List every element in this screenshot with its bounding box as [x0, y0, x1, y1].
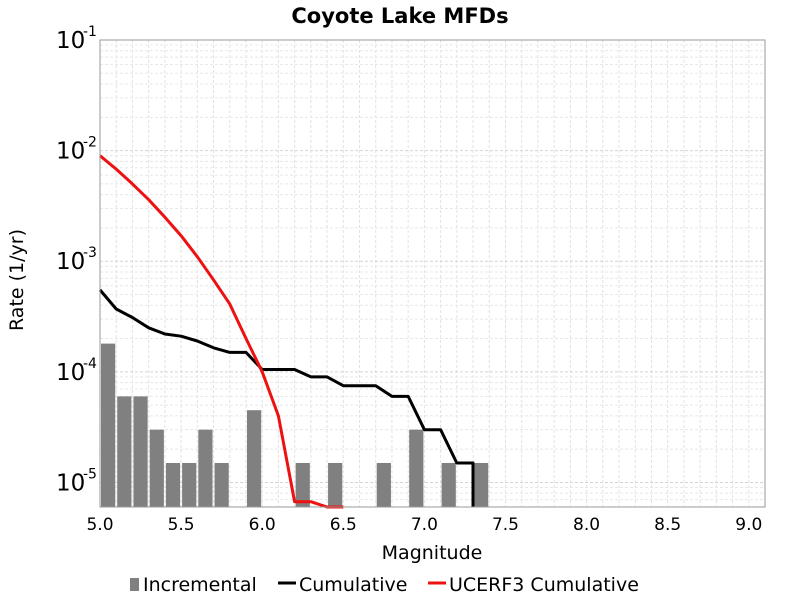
incremental-bar	[409, 429, 424, 507]
series-lines	[98, 154, 475, 509]
incremental-bar	[376, 462, 391, 507]
y-axis-label: Rate (1/yr)	[6, 229, 28, 331]
incremental-bar	[295, 462, 310, 507]
y-tick-label: 10-1	[56, 24, 97, 54]
y-tick-exponent: -4	[83, 356, 97, 372]
grid	[99, 40, 765, 508]
plot-border	[99, 39, 766, 508]
y-tick-base: 10	[56, 28, 85, 54]
incremental-bar	[246, 410, 262, 507]
legend-swatch-bar	[130, 578, 139, 591]
x-tick-label: 6.0	[249, 515, 276, 535]
incremental-bar	[101, 343, 116, 507]
x-tick-label: 7.0	[411, 515, 438, 535]
legend-item: Cumulative	[278, 574, 407, 596]
plot-frame	[99, 39, 766, 508]
x-axis-ticks: 5.0 5.5 6.0 6.5 7.0 7.5 8.0 8.5 9.0	[86, 515, 762, 535]
y-tick-exponent: -3	[83, 245, 97, 261]
x-tick-label: 8.0	[573, 515, 600, 535]
incremental-bar	[117, 396, 132, 507]
y-axis-ticks: 10-110-210-310-410-5	[56, 24, 97, 496]
incremental-bar	[182, 462, 197, 507]
x-tick-label: 7.5	[492, 515, 519, 535]
legend-label: UCERF3 Cumulative	[449, 574, 639, 596]
y-tick-base: 10	[56, 360, 85, 386]
legend-item: Incremental	[130, 574, 257, 596]
y-tick-base: 10	[56, 249, 85, 275]
x-axis-label: Magnitude	[382, 542, 483, 564]
incremental-bar	[198, 429, 213, 507]
incremental-bar	[133, 396, 148, 507]
x-tick-label: 8.5	[654, 515, 681, 535]
incremental-bar	[474, 462, 489, 507]
legend-item: UCERF3 Cumulative	[428, 574, 639, 596]
y-tick-label: 10-3	[56, 245, 97, 275]
x-tick-label: 9.0	[735, 515, 762, 535]
incremental-bar	[214, 462, 229, 507]
y-tick-base: 10	[56, 470, 85, 496]
y-tick-exponent: -5	[83, 466, 97, 482]
y-tick-exponent: -1	[83, 24, 97, 40]
y-tick-base: 10	[56, 139, 85, 165]
ucerf3-cumulative-line	[99, 154, 344, 509]
incremental-bar	[165, 462, 181, 507]
x-tick-label: 6.5	[330, 515, 357, 535]
incremental-bar	[328, 462, 343, 507]
incremental-bars	[101, 343, 489, 507]
cumulative-line	[98, 288, 475, 507]
x-tick-label: 5.0	[86, 515, 113, 535]
legend-label: Cumulative	[299, 574, 407, 596]
y-tick-label: 10-5	[56, 466, 97, 496]
y-tick-exponent: -2	[83, 135, 97, 151]
x-tick-label: 5.5	[168, 515, 195, 535]
chart-title: Coyote Lake MFDs	[291, 4, 508, 28]
y-tick-label: 10-4	[56, 356, 97, 386]
y-tick-label: 10-2	[56, 135, 97, 165]
incremental-bar	[441, 462, 456, 507]
incremental-bar	[149, 429, 164, 507]
legend: Incremental Cumulative UCERF3 Cumulative	[130, 574, 639, 596]
legend-label: Incremental	[143, 574, 257, 596]
